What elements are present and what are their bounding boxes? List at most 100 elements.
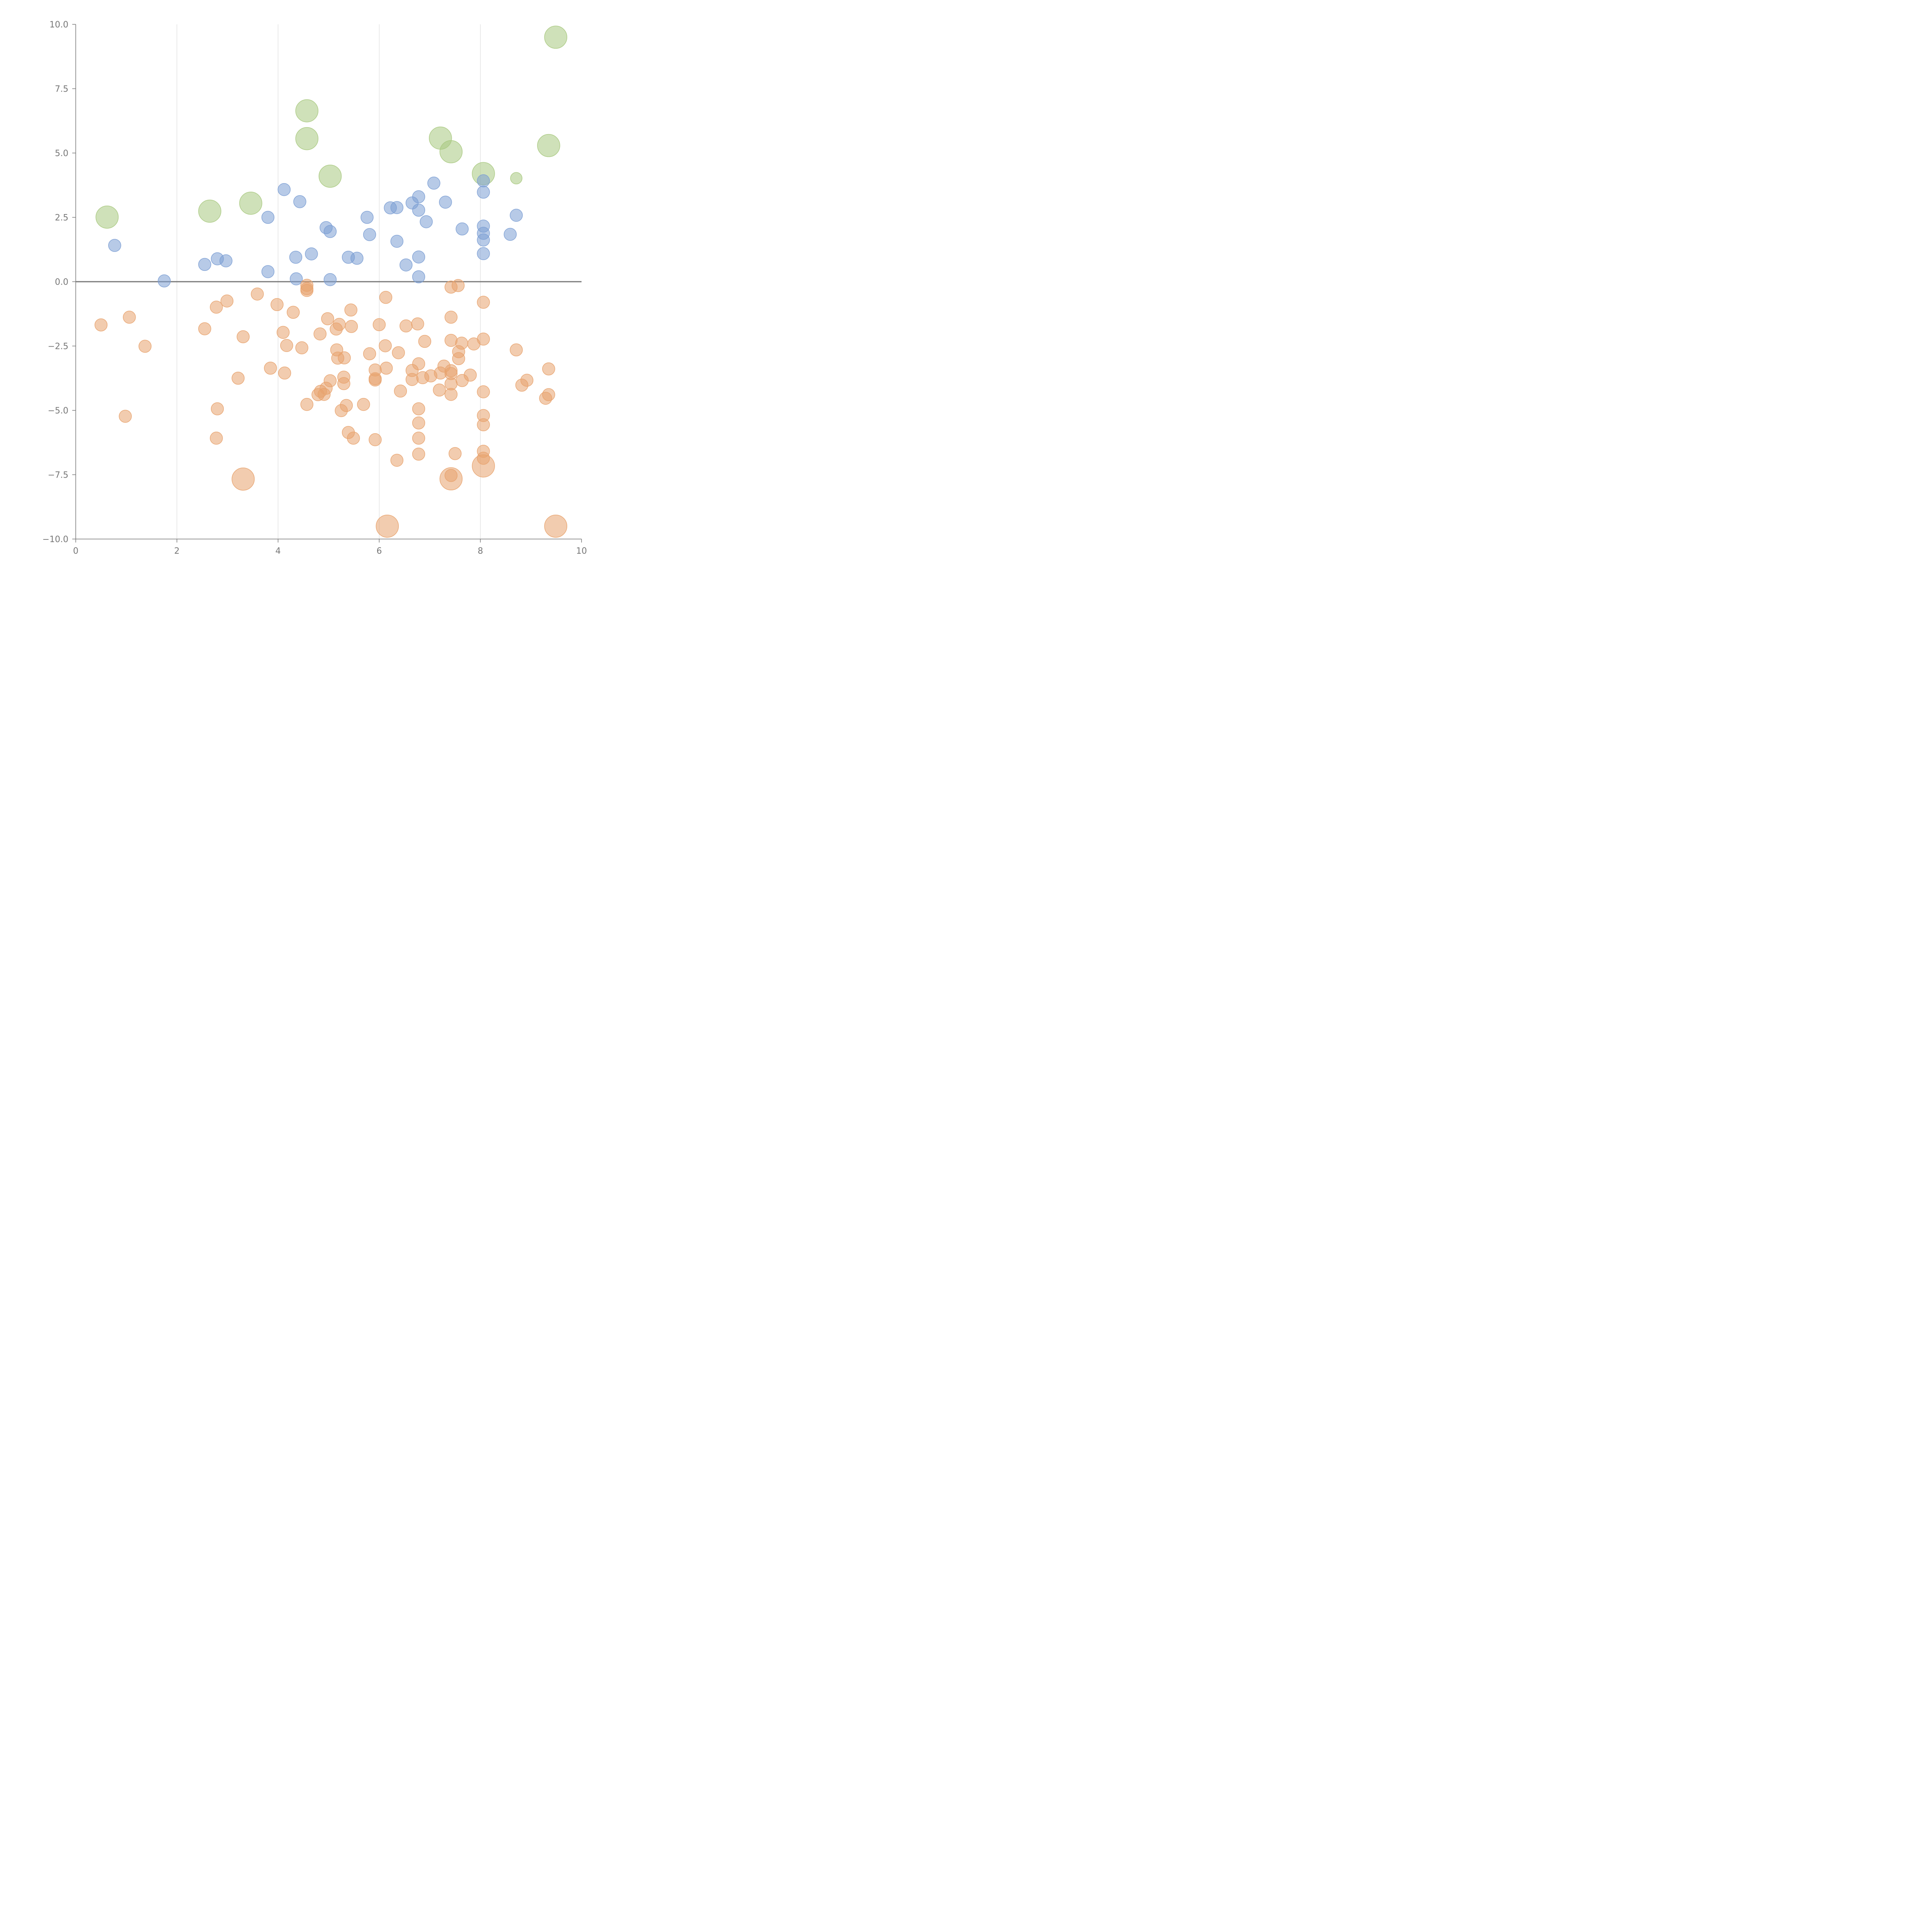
- positive-point-11: [305, 247, 318, 260]
- positive-point-26: [412, 250, 425, 264]
- large-positive-point-2: [239, 192, 262, 215]
- negative-point-1: [123, 311, 136, 324]
- large-positive-point-9: [510, 172, 522, 185]
- large-negative-point-0: [231, 468, 255, 491]
- large-positive-point-11: [544, 26, 567, 49]
- negative-point-54: [392, 346, 405, 359]
- y-tick-label-5: 2.5: [55, 213, 68, 223]
- negative-point-55: [394, 384, 407, 398]
- negative-point-11: [251, 287, 264, 301]
- negative-point-38: [340, 399, 353, 412]
- negative-point-22: [300, 398, 313, 411]
- positive-point-32: [477, 174, 490, 187]
- large-negative-point-4: [544, 514, 567, 538]
- negative-point-88: [477, 332, 490, 346]
- negative-point-94: [510, 343, 523, 357]
- positive-point-8: [289, 250, 303, 264]
- y-tick-label-2: −5.0: [48, 406, 68, 416]
- negative-point-21: [300, 284, 313, 297]
- y-tick-label-6: 5.0: [55, 149, 68, 158]
- positive-point-27: [412, 270, 425, 284]
- negative-point-79: [449, 447, 462, 460]
- negative-point-96: [520, 374, 534, 387]
- x-tick-label-2: 2: [174, 546, 180, 556]
- large-negative-point-3: [472, 454, 495, 478]
- negative-point-15: [278, 366, 291, 380]
- negative-point-41: [345, 320, 358, 333]
- positive-point-4: [219, 254, 233, 267]
- negative-point-66: [418, 335, 431, 348]
- negative-point-59: [411, 317, 424, 330]
- negative-point-72: [444, 311, 458, 324]
- y-tick-label-0: −10.0: [43, 535, 68, 544]
- positive-point-6: [261, 265, 275, 278]
- negative-point-8: [220, 294, 234, 308]
- x-tick-label-0: 0: [73, 546, 78, 556]
- negative-point-98: [542, 362, 555, 376]
- negative-point-44: [363, 347, 376, 361]
- large-positive-point-7: [439, 140, 463, 163]
- negative-point-77: [444, 388, 458, 401]
- positive-point-5: [261, 211, 275, 224]
- negative-point-52: [379, 362, 393, 375]
- negative-point-6: [211, 402, 224, 415]
- positive-point-31: [456, 222, 469, 236]
- negative-point-4: [198, 322, 211, 335]
- negative-point-37: [338, 351, 351, 364]
- negative-point-63: [412, 432, 425, 445]
- negative-point-17: [287, 306, 300, 319]
- negative-point-40: [344, 303, 357, 317]
- positive-point-24: [412, 190, 425, 203]
- positive-point-33: [477, 185, 490, 199]
- negative-point-89: [477, 385, 490, 398]
- large-positive-point-4: [295, 127, 318, 150]
- large-positive-point-3: [295, 99, 318, 122]
- positive-point-7: [277, 183, 291, 196]
- positive-point-2: [198, 258, 211, 271]
- y-tick-label-7: 7.5: [55, 85, 68, 94]
- positive-point-28: [420, 215, 433, 228]
- negative-point-60: [412, 357, 425, 371]
- x-tick-label-4: 4: [276, 546, 281, 556]
- negative-point-58: [405, 373, 419, 386]
- negative-point-13: [270, 298, 284, 311]
- scatter-chart: 0 2 4 6 8 10 −10.0 −7.5 −5.0 −2.5 0.0 2.5 5.0 7.5 10.0: [43, 20, 587, 556]
- positive-point-20: [390, 201, 403, 214]
- negative-point-10: [236, 330, 250, 344]
- x-tick-label-6: 6: [376, 546, 382, 556]
- large-negative-point-2: [439, 467, 463, 490]
- positive-point-18: [363, 228, 376, 241]
- positive-point-17: [361, 211, 374, 224]
- negative-point-82: [452, 352, 465, 365]
- negative-point-56: [400, 319, 413, 333]
- positive-point-38: [503, 228, 517, 241]
- large-positive-point-1: [198, 199, 221, 223]
- negative-point-62: [412, 416, 425, 430]
- positive-point-1: [158, 274, 171, 287]
- positive-point-10: [293, 195, 306, 208]
- negative-point-99: [542, 388, 555, 401]
- negative-point-83: [455, 337, 468, 350]
- negative-point-51: [379, 291, 393, 304]
- negative-point-0: [94, 318, 108, 332]
- negative-point-61: [412, 402, 425, 415]
- large-positive-point-5: [318, 165, 342, 188]
- negative-point-48: [369, 433, 382, 446]
- large-negative-point-1: [376, 514, 399, 538]
- negative-point-28: [321, 312, 334, 325]
- negative-point-14: [276, 326, 290, 339]
- positive-point-37: [477, 247, 490, 260]
- negative-point-43: [357, 398, 370, 411]
- positive-point-22: [400, 258, 413, 272]
- negative-point-33: [333, 318, 346, 331]
- negative-point-29: [323, 374, 337, 388]
- negative-point-2: [119, 410, 132, 423]
- negative-point-12: [264, 362, 277, 375]
- negative-point-42: [347, 432, 360, 445]
- positive-point-36: [477, 233, 490, 247]
- positive-point-14: [323, 273, 337, 286]
- positive-point-39: [510, 209, 523, 222]
- positive-point-16: [350, 252, 364, 265]
- negative-point-16: [280, 339, 293, 352]
- y-tick-label-1: −7.5: [48, 471, 68, 480]
